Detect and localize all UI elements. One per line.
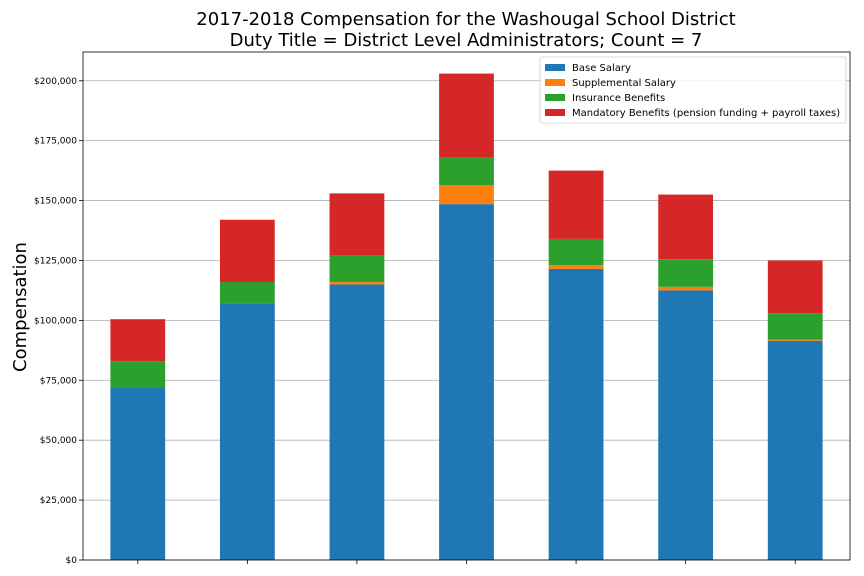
bar-segment-insurance-benefits xyxy=(439,157,494,185)
legend-entry: Insurance Benefits xyxy=(572,93,665,104)
bar-segment-mandatory-benefits-pension-funding-payroll-taxes xyxy=(548,170,604,239)
bar-segment-base-salary xyxy=(110,387,166,560)
bar-segment-supplemental-salary xyxy=(658,286,714,291)
y-tick-label: $150,000 xyxy=(34,197,77,207)
legend-entry: Supplemental Salary xyxy=(572,78,676,89)
bar-segment-base-salary xyxy=(439,204,494,560)
legend: Base Salary Supplemental Salary Insurance … xyxy=(539,56,847,124)
bars xyxy=(110,73,823,560)
y-tick-label: $125,000 xyxy=(34,256,77,266)
legend-swatch xyxy=(545,79,565,86)
y-axis-label: Compensation xyxy=(10,242,31,372)
plot-frame xyxy=(82,51,851,561)
legend-swatch xyxy=(545,94,565,101)
bar-segment-insurance-benefits xyxy=(548,238,604,266)
bar-segment-base-salary xyxy=(767,340,823,560)
y-tick-label: $175,000 xyxy=(34,137,77,147)
y-tick-label: $0 xyxy=(66,556,78,566)
legend-entry: Base Salary xyxy=(572,63,631,74)
bar-segment-supplemental-salary xyxy=(548,265,604,269)
legend-swatch xyxy=(545,109,565,116)
bar-segment-insurance-benefits xyxy=(767,313,823,340)
bar-segment-base-salary xyxy=(219,303,275,560)
bar-segment-mandatory-benefits-pension-funding-payroll-taxes xyxy=(329,193,385,256)
y-axis: $0 $25,000 $50,000 $75,000 $100,000 $125,000 $… xyxy=(34,77,83,566)
legend-box xyxy=(539,56,847,124)
bar-segment-supplemental-salary xyxy=(439,184,494,205)
bar-segment-insurance-benefits xyxy=(658,259,714,287)
y-tick-label: $100,000 xyxy=(34,316,77,326)
chart-title: 2017-2018 Compensation for the Washougal… xyxy=(196,9,735,30)
bar-segment-mandatory-benefits-pension-funding-payroll-taxes xyxy=(219,219,275,283)
chart-subtitle: Duty Title = District Level Administrato… xyxy=(230,30,703,51)
bar-segment-insurance-benefits xyxy=(110,361,166,388)
legend-swatch xyxy=(545,64,565,71)
x-axis xyxy=(137,560,796,564)
bar-segment-mandatory-benefits-pension-funding-payroll-taxes xyxy=(658,194,714,260)
bar-segment-supplemental-salary xyxy=(329,282,385,285)
bar-segment-mandatory-benefits-pension-funding-payroll-taxes xyxy=(767,260,823,314)
bar-segment-base-salary xyxy=(658,290,714,560)
legend-entry: Mandatory Benefits (pension funding + pa… xyxy=(572,108,840,119)
y-tick-label: $200,000 xyxy=(34,77,77,87)
y-tick-label: $50,000 xyxy=(40,436,77,446)
y-tick-label: $75,000 xyxy=(40,376,77,386)
bar-segment-base-salary xyxy=(329,284,385,560)
bar-segment-mandatory-benefits-pension-funding-payroll-taxes xyxy=(439,73,494,158)
y-tick-label: $25,000 xyxy=(40,496,77,506)
bar-segment-base-salary xyxy=(548,268,604,560)
bar-segment-insurance-benefits xyxy=(329,255,385,283)
bar-segment-insurance-benefits xyxy=(219,282,275,304)
bar-segment-mandatory-benefits-pension-funding-payroll-taxes xyxy=(110,319,166,362)
bar-segment-supplemental-salary xyxy=(767,339,823,341)
